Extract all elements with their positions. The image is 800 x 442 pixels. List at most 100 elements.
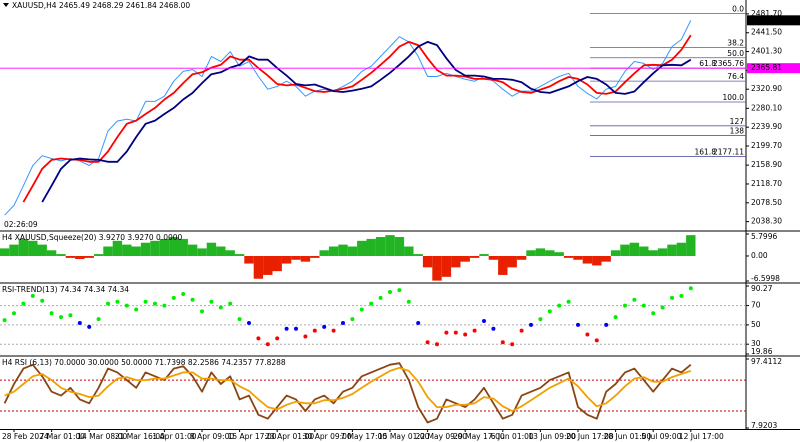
- histogram-bar: [140, 242, 151, 256]
- histogram-bar: [507, 255, 517, 268]
- fib-level-label: 127: [730, 117, 745, 126]
- histogram-bar: [216, 246, 226, 256]
- histogram-bar: [441, 255, 452, 277]
- histogram-bar: [357, 240, 367, 256]
- histogram-bar: [394, 237, 405, 256]
- histogram-bar: [404, 246, 414, 256]
- histogram-bar: [582, 255, 593, 264]
- histogram-bar: [648, 250, 658, 256]
- histogram-bar: [291, 255, 301, 260]
- y-tick-label: 90.27: [751, 284, 773, 293]
- trend-dot: [519, 328, 524, 333]
- histogram-bar: [197, 248, 207, 256]
- histogram-bar: [639, 246, 649, 256]
- x-tick-label: 20 Jun 17:00: [566, 432, 614, 441]
- histogram-bar: [0, 248, 10, 256]
- histogram-bar: [366, 238, 376, 256]
- trend-dot: [482, 319, 486, 324]
- histogram-bar: [676, 242, 687, 256]
- x-tick-label: 28 Feb 2024: [2, 432, 49, 441]
- x-tick-label: 29 May 17:00: [453, 432, 505, 441]
- x-tick-label: 30 Apr 09:00: [303, 432, 352, 441]
- trend-dot: [209, 299, 214, 304]
- histogram-bar: [422, 255, 433, 268]
- x-tick-label: 15 May 01:00: [378, 432, 430, 441]
- fib-level-label: 76.4: [727, 72, 744, 81]
- trend-dot: [388, 290, 392, 295]
- histogram-bar: [328, 246, 339, 256]
- trend-dot: [585, 332, 590, 337]
- y-tick-label: 2320.90: [751, 84, 782, 93]
- panel-title: H4 XAUUSD,Squeeze(20) 3.9270 3.9270 0.00…: [2, 233, 183, 242]
- trend-dot: [472, 328, 477, 333]
- trend-dot: [21, 301, 26, 306]
- y-tick-label: 2239.90: [751, 122, 782, 131]
- trend-dot: [275, 336, 280, 341]
- histogram-bar: [9, 244, 19, 256]
- trend-dot: [641, 303, 646, 308]
- trend-dot: [12, 311, 16, 316]
- trend-dot: [312, 328, 317, 333]
- fib-value-label: 2177.11: [713, 148, 744, 157]
- trend-dot: [2, 318, 7, 323]
- histogram-bar: [37, 244, 47, 256]
- y-tick-label: 2280.10: [751, 103, 782, 112]
- trend-dot: [247, 320, 251, 325]
- histogram-bar: [103, 246, 113, 256]
- trend-dot: [538, 317, 543, 322]
- histogram-bar: [150, 240, 160, 256]
- y-tick-label: 97.4112: [751, 357, 782, 366]
- x-tick-label: 8 Apr 09:00: [190, 432, 234, 441]
- panel-title: RSI-TREND(13) 74.34 74.34 74.34: [2, 285, 129, 294]
- x-tick-label: 28 Jun 01:00: [604, 432, 652, 441]
- trend-dot: [59, 315, 63, 320]
- x-tick-label: 21 Mar 16:00: [115, 432, 165, 441]
- y-tick-label: 2038.30: [751, 217, 782, 226]
- trend-dot: [134, 307, 139, 312]
- fib-value-label: 2365.76: [713, 59, 744, 68]
- histogram-bar: [451, 255, 461, 268]
- y-tick-label: -6.5998: [751, 274, 780, 283]
- histogram-bar: [498, 255, 508, 275]
- histogram-bar: [234, 254, 245, 256]
- trend-dot: [651, 311, 656, 316]
- trend-dot: [397, 288, 402, 293]
- trend-dot: [369, 301, 374, 306]
- fib-level-label: 161.8: [695, 148, 717, 157]
- trend-dot: [40, 298, 45, 303]
- histogram-bar: [18, 238, 29, 256]
- trend-dot: [181, 291, 186, 296]
- histogram-bar: [479, 254, 489, 256]
- histogram-bar: [592, 255, 602, 266]
- fib-level-label: 38.2: [727, 38, 744, 47]
- trend-dot: [322, 324, 327, 329]
- histogram-bar: [300, 255, 311, 262]
- trend-dot: [256, 336, 261, 341]
- y-tick-label: 30: [751, 339, 761, 348]
- trend-dot: [679, 293, 684, 298]
- histogram-bar: [385, 235, 395, 256]
- trend-dot: [237, 317, 242, 322]
- menu-arrow[interactable]: [3, 3, 9, 7]
- histogram-bar: [469, 255, 480, 258]
- trend-dot: [153, 301, 157, 306]
- histogram-bar: [601, 255, 611, 262]
- trend-dot: [218, 305, 223, 310]
- histogram-bar: [657, 248, 668, 256]
- trend-dot: [566, 299, 571, 304]
- x-tick-label: 13 Jun 09:00: [528, 432, 576, 441]
- trend-dot: [68, 313, 73, 318]
- x-tick-label: 15 Apr 17:00: [228, 432, 277, 441]
- trend-dot: [529, 322, 533, 327]
- histogram-bar: [65, 255, 76, 258]
- histogram-bar: [93, 254, 104, 256]
- histogram-bar: [28, 240, 38, 256]
- histogram-bar: [667, 244, 677, 256]
- y-tick-label: 50: [751, 320, 761, 329]
- histogram-bar: [159, 238, 170, 256]
- histogram-bar: [516, 255, 527, 260]
- trend-dot: [604, 322, 609, 327]
- series-line: [3, 362, 692, 424]
